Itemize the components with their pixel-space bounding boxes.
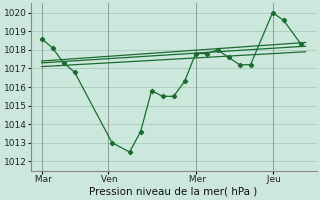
- X-axis label: Pression niveau de la mer( hPa ): Pression niveau de la mer( hPa ): [90, 187, 258, 197]
